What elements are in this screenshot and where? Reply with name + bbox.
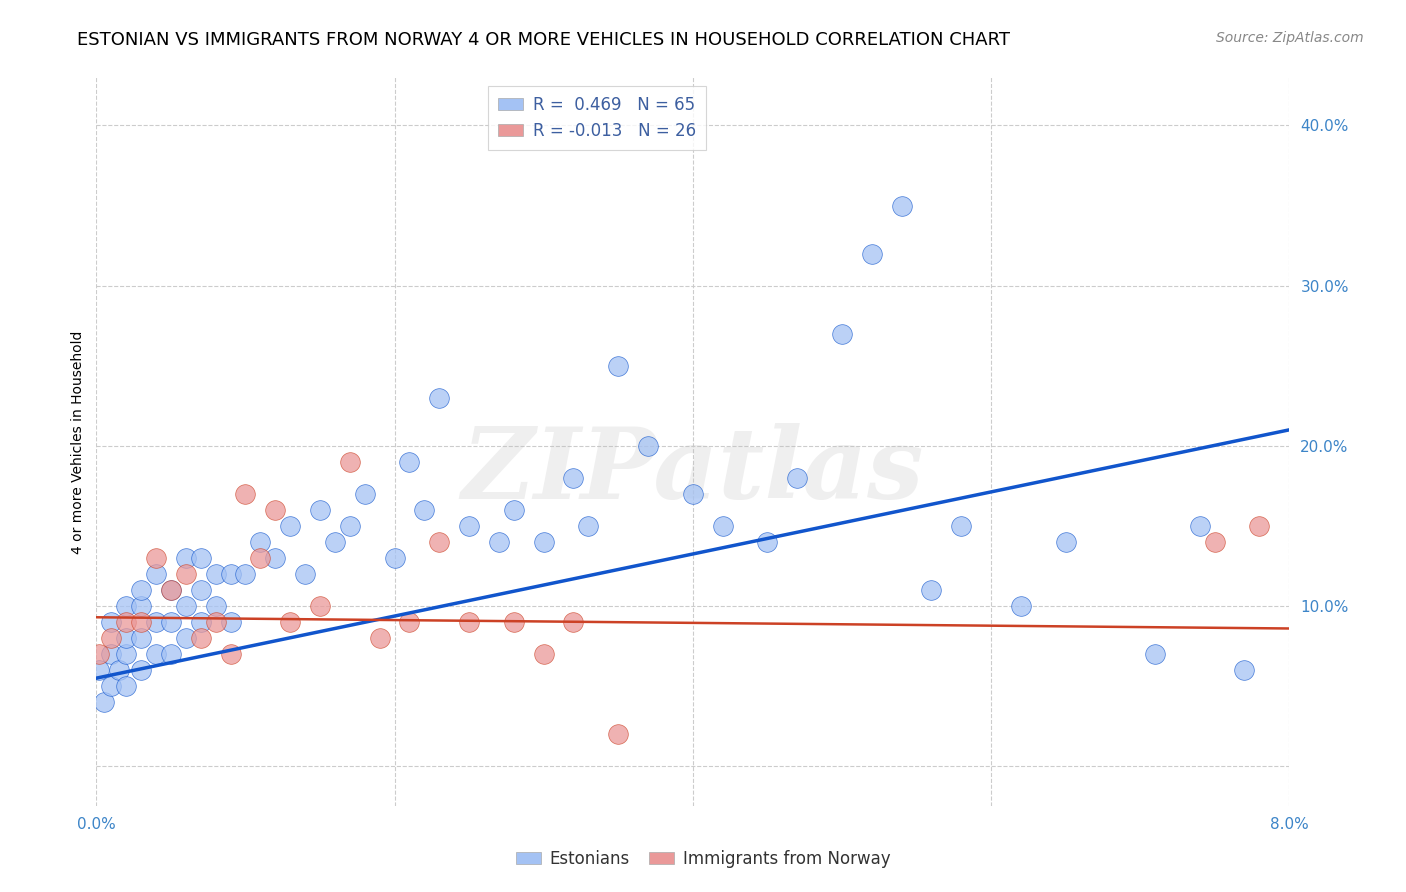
Point: [190, 582, 212, 597]
Point: [309, 599, 332, 613]
Point: [115, 599, 138, 613]
Point: [204, 599, 226, 613]
Point: [607, 359, 630, 373]
Point: [1143, 647, 1166, 661]
Point: [174, 551, 197, 566]
Point: [89, 647, 111, 661]
Point: [219, 647, 242, 661]
Legend: Estonians, Immigrants from Norway: Estonians, Immigrants from Norway: [509, 844, 897, 875]
Point: [427, 391, 450, 405]
Point: [249, 551, 271, 566]
Point: [368, 631, 391, 645]
Point: [353, 487, 375, 501]
Point: [1249, 519, 1271, 533]
Point: [860, 246, 883, 260]
Text: ESTONIAN VS IMMIGRANTS FROM NORWAY 4 OR MORE VEHICLES IN HOUSEHOLD CORRELATION C: ESTONIAN VS IMMIGRANTS FROM NORWAY 4 OR …: [77, 31, 1011, 49]
Point: [100, 615, 122, 629]
Point: [278, 519, 301, 533]
Point: [235, 567, 257, 582]
Point: [488, 535, 510, 549]
Point: [339, 455, 361, 469]
Point: [145, 615, 167, 629]
Text: Source: ZipAtlas.com: Source: ZipAtlas.com: [1216, 31, 1364, 45]
Point: [100, 631, 122, 645]
Point: [427, 535, 450, 549]
Point: [920, 582, 942, 597]
Point: [160, 647, 183, 661]
Point: [235, 487, 257, 501]
Point: [637, 439, 659, 453]
Point: [145, 551, 167, 566]
Point: [323, 535, 346, 549]
Point: [219, 567, 242, 582]
Point: [413, 503, 436, 517]
Point: [129, 663, 152, 677]
Point: [533, 535, 555, 549]
Point: [309, 503, 332, 517]
Point: [174, 631, 197, 645]
Point: [576, 519, 599, 533]
Point: [756, 535, 779, 549]
Point: [100, 647, 122, 661]
Point: [831, 326, 853, 341]
Point: [278, 615, 301, 629]
Point: [174, 599, 197, 613]
Point: [502, 503, 524, 517]
Point: [190, 631, 212, 645]
Point: [249, 535, 271, 549]
Point: [294, 567, 316, 582]
Point: [607, 727, 630, 741]
Legend: R =  0.469   N = 65, R = -0.013   N = 26: R = 0.469 N = 65, R = -0.013 N = 26: [488, 86, 706, 150]
Point: [1188, 519, 1211, 533]
Y-axis label: 4 or more Vehicles in Household: 4 or more Vehicles in Household: [72, 330, 86, 554]
Point: [129, 599, 152, 613]
Point: [1204, 535, 1226, 549]
Text: ZIPatlas: ZIPatlas: [461, 423, 924, 519]
Point: [174, 567, 197, 582]
Point: [115, 631, 138, 645]
Point: [204, 615, 226, 629]
Point: [458, 519, 481, 533]
Point: [107, 663, 129, 677]
Point: [264, 503, 287, 517]
Point: [398, 615, 420, 629]
Point: [786, 471, 808, 485]
Point: [129, 582, 152, 597]
Point: [458, 615, 481, 629]
Point: [890, 198, 912, 212]
Point: [115, 647, 138, 661]
Point: [398, 455, 420, 469]
Point: [1233, 663, 1256, 677]
Point: [160, 615, 183, 629]
Point: [682, 487, 704, 501]
Point: [533, 647, 555, 661]
Point: [115, 679, 138, 693]
Point: [129, 631, 152, 645]
Point: [129, 615, 152, 629]
Point: [93, 695, 115, 709]
Point: [950, 519, 973, 533]
Point: [502, 615, 524, 629]
Point: [711, 519, 734, 533]
Point: [339, 519, 361, 533]
Point: [190, 615, 212, 629]
Point: [145, 567, 167, 582]
Point: [190, 551, 212, 566]
Point: [562, 471, 585, 485]
Point: [160, 582, 183, 597]
Point: [160, 582, 183, 597]
Point: [1054, 535, 1077, 549]
Point: [115, 615, 138, 629]
Point: [384, 551, 406, 566]
Point: [219, 615, 242, 629]
Point: [562, 615, 585, 629]
Point: [204, 567, 226, 582]
Point: [100, 679, 122, 693]
Point: [89, 663, 111, 677]
Point: [145, 647, 167, 661]
Point: [1010, 599, 1032, 613]
Point: [264, 551, 287, 566]
